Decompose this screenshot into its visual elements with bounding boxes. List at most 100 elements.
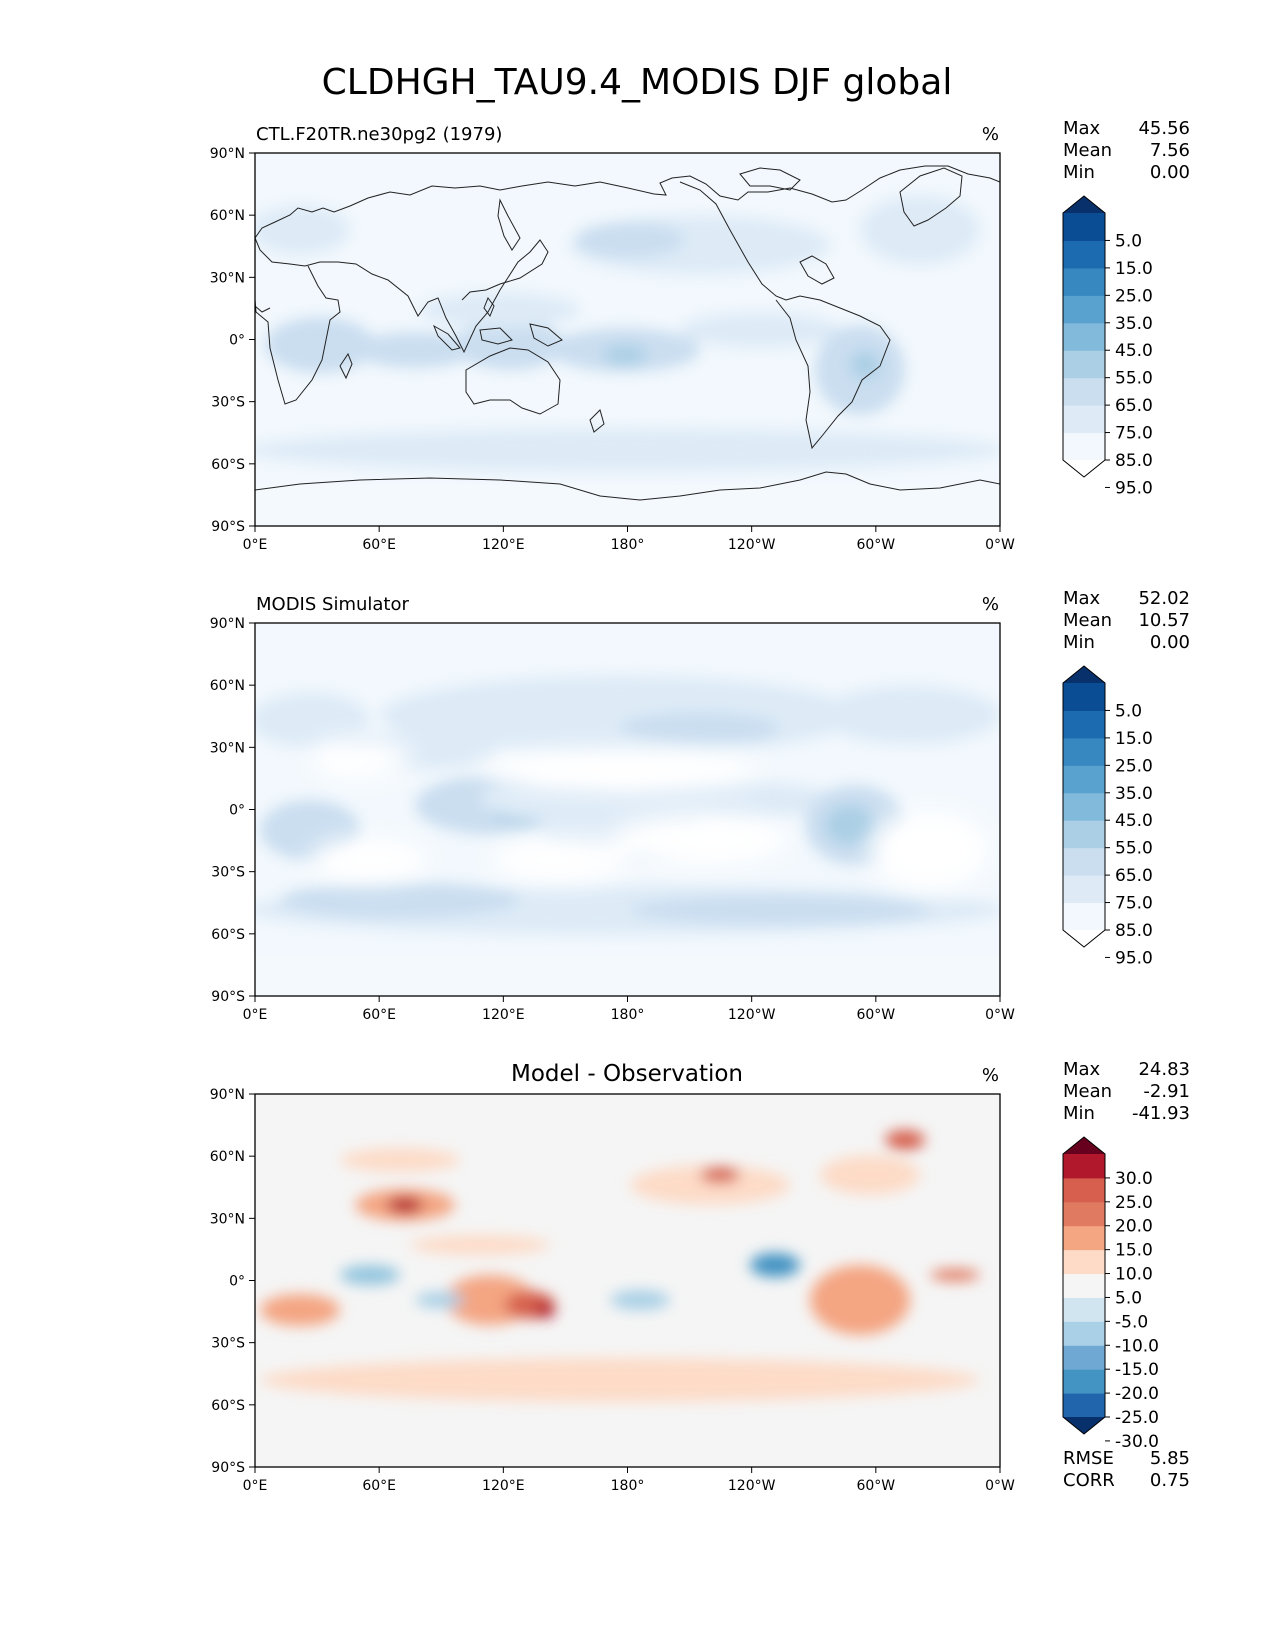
x-tick-label: 180° [611,1007,645,1023]
y-axis: 90°N 60°N 30°N 0° 30°S 60°S 90°S [210,1087,255,1476]
colorbar-tick-label: 45.0 [1115,811,1153,831]
coastlines [255,165,1000,501]
colorbar-extend-min [1063,460,1105,477]
colorbar-segment [1063,710,1105,739]
colorbar-tick-label: 55.0 [1115,369,1153,389]
colorbar-tick-label: 25.0 [1115,286,1153,306]
antarctic-band [255,955,1000,996]
y-tick-label: 0° [229,1274,245,1290]
y-tick-label: 60°N [210,1149,245,1165]
metric-corr-label: CORR [1063,1470,1115,1491]
colorbar-tick-label: -20.0 [1115,1384,1159,1404]
y-axis: 90°N 60°N 30°N 0° 30°S 60°S 90°S [210,146,255,535]
stat-mean-value: -2.91 [1143,1081,1190,1102]
colorbar-tick-label: 95.0 [1115,478,1153,498]
stat-min-label: Min [1063,632,1095,653]
colorbar-segment [1063,765,1105,794]
metric-corr-value: 0.75 [1150,1470,1190,1491]
colorbar: 30.0 25.0 20.0 15.0 10.0 5.0 -5.0 -10.0 -15.0 -20… [1062,1136,1159,1452]
stat-mean-value: 10.57 [1138,610,1190,631]
panel-title-center: Model - Observation [511,1061,743,1087]
stat-mean-label: Mean [1063,140,1112,161]
colorbar-tick-label: 65.0 [1115,396,1153,416]
stat-max-label: Max [1063,588,1101,609]
colorbar-tick-label: 75.0 [1115,894,1153,914]
y-tick-label: 30°S [211,1336,245,1352]
metrics-block: RMSE 5.85 CORR 0.75 [1063,1448,1190,1491]
colorbar-tick-label: 15.0 [1115,729,1153,749]
x-tick-label: 120°W [728,1007,776,1023]
colorbar-tick-label: 20.0 [1115,1217,1153,1237]
y-tick-label: 0° [229,803,245,819]
colorbar-tick-label: -30.0 [1115,1432,1159,1452]
x-tick-label: 0°E [243,537,268,553]
panel-reference-obs: MODIS Simulator % [210,588,1190,1023]
units-label: % [982,1065,999,1086]
y-axis: 90°N 60°N 30°N 0° 30°S 60°S 90°S [210,616,255,1005]
colorbar-tick-label: 5.0 [1115,231,1142,251]
x-tick-label: 60°E [362,537,396,553]
colorbar-segment [1063,1321,1105,1346]
stat-max-label: Max [1063,118,1101,139]
colorbar-segment [1063,213,1105,241]
colorbar-segment [1063,1369,1105,1394]
colorbar-segment [1063,1154,1105,1179]
x-tick-label: 0°W [985,1007,1015,1023]
y-tick-label: 0° [229,333,245,349]
stats-block: Max 45.56 Mean 7.56 Min 0.00 [1063,118,1190,183]
stats-block: Max 24.83 Mean -2.91 Min -41.93 [1063,1059,1190,1124]
y-tick-label: 90°S [211,989,245,1005]
map-field [255,1094,1000,1467]
x-tick-label: 120°E [482,537,525,553]
colorbar-tick-label: -15.0 [1115,1360,1159,1380]
colorbar-extend-max [1063,666,1105,683]
colorbar-tick-label: -25.0 [1115,1408,1159,1428]
colorbar-extend-min [1063,930,1105,947]
colorbar-tick-label: 55.0 [1115,839,1153,859]
y-tick-label: 60°N [210,208,245,224]
colorbar-tick-label: 75.0 [1115,424,1153,444]
panel-title-left: CTL.F20TR.ne30pg2 (1979) [256,124,502,145]
colorbar-segment [1063,1273,1105,1298]
colorbar-segment [1063,432,1105,461]
y-tick-label: 60°S [211,1398,245,1414]
y-tick-label: 90°S [211,1460,245,1476]
colorbar-segment [1063,267,1105,296]
colorbar-tick-label: 30.0 [1115,1169,1153,1189]
x-tick-label: 120°W [728,1478,776,1494]
stat-max-value: 45.56 [1138,118,1190,139]
colorbar-tick-label: 15.0 [1115,259,1153,279]
stat-max-value: 24.83 [1138,1059,1190,1080]
colorbar-tick-label: 35.0 [1115,314,1153,334]
stat-mean-value: 7.56 [1150,140,1190,161]
stat-min-value: 0.00 [1150,632,1190,653]
colorbar-tick-label: 45.0 [1115,341,1153,361]
colorbar-segment [1063,240,1105,269]
colorbar-segment [1063,875,1105,904]
x-tick-label: 0°E [243,1007,268,1023]
metric-rmse-value: 5.85 [1150,1448,1190,1469]
colorbar-tick-label: 25.0 [1115,1193,1153,1213]
colorbar-segment [1063,350,1105,379]
y-tick-label: 30°S [211,395,245,411]
stat-min-label: Min [1063,1103,1095,1124]
colorbar-tick-label: -5.0 [1115,1312,1148,1332]
colorbar-segment [1063,1225,1105,1251]
colorbar-segment [1063,1177,1105,1203]
x-tick-label: 60°W [856,537,895,553]
stat-mean-label: Mean [1063,610,1112,631]
colorbar-segment [1063,405,1105,434]
y-tick-label: 60°S [211,457,245,473]
x-tick-label: 60°W [856,1478,895,1494]
x-axis: 0°E 60°E 120°E 180° 120°W 60°W 0°W [243,996,1015,1023]
y-tick-label: 30°N [210,270,245,286]
colorbar-tick-label: 95.0 [1115,948,1153,968]
stat-mean-label: Mean [1063,1081,1112,1102]
colorbar-segment [1063,902,1105,931]
stat-min-value: -41.93 [1132,1103,1190,1124]
colorbar-extend-max [1063,196,1105,213]
y-tick-label: 30°N [210,740,245,756]
field-blobs [260,1130,980,1402]
stat-min-value: 0.00 [1150,162,1190,183]
x-tick-label: 60°E [362,1478,396,1494]
